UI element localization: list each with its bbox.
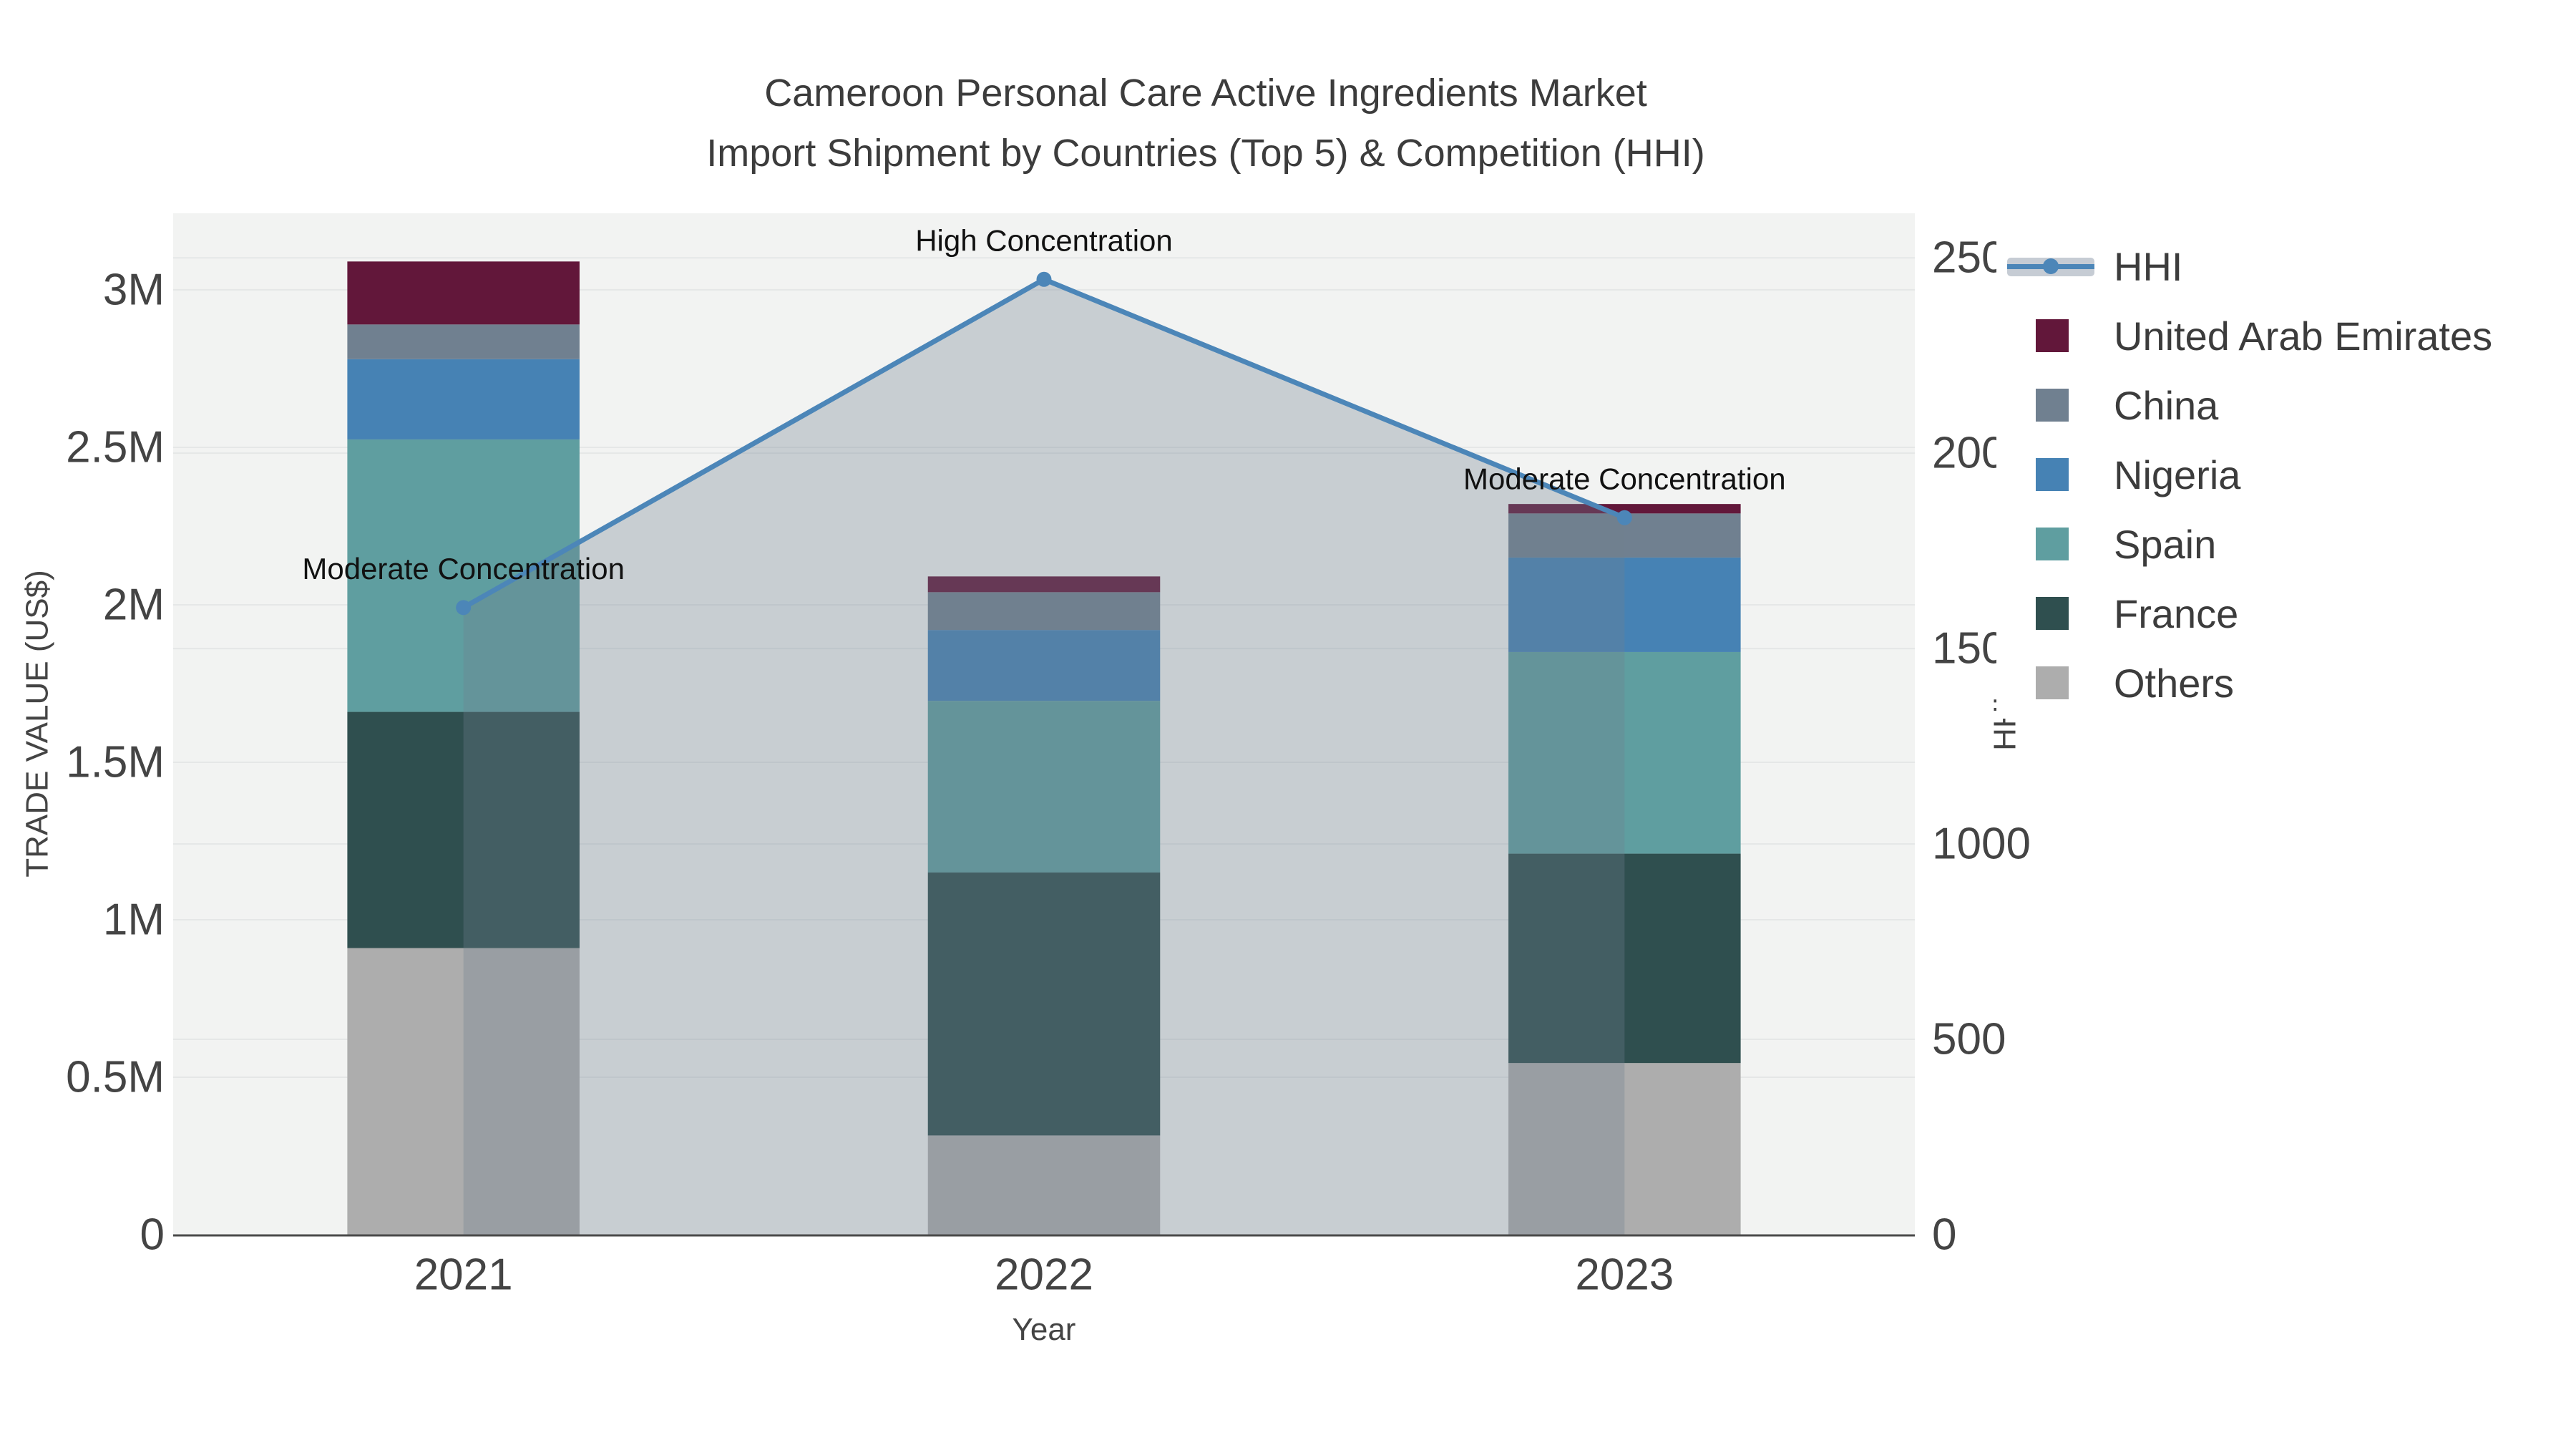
bar-segment-nigeria-2022[interactable] — [927, 630, 1161, 701]
y-left-tick-3M: 3M — [103, 265, 165, 314]
legend-item-hhi[interactable]: HHI — [1996, 232, 2555, 301]
y-right-tick-1000: 1000 — [1932, 820, 2031, 869]
y-left-tick-2M: 2M — [103, 580, 165, 629]
bar-segment-others-2023[interactable] — [1508, 1063, 1741, 1235]
y-left-tick-2.5M: 2.5M — [66, 422, 165, 472]
hhi-marker-swatch — [2043, 258, 2059, 274]
bar-segment-spain-2021[interactable] — [347, 439, 580, 712]
bar-segment-china-2021[interactable] — [347, 324, 580, 359]
chart-title: Cameroon Personal Care Active Ingredient… — [0, 63, 2411, 183]
legend-label: HHI — [2114, 244, 2183, 289]
bar-segment-united-arab-emirates-2022[interactable] — [927, 576, 1161, 593]
annotation-2023: Moderate Concentration — [1463, 462, 1786, 495]
bar-segment-france-2022[interactable] — [927, 872, 1161, 1136]
chart-title-line1: Cameroon Personal Care Active Ingredient… — [764, 72, 1647, 115]
swatch-united-arab-emirates — [2036, 319, 2069, 352]
bar-segment-france-2021[interactable] — [347, 711, 580, 948]
bar-segment-france-2023[interactable] — [1508, 853, 1741, 1064]
hhi-marker-2023[interactable] — [1616, 510, 1632, 525]
color-swatch-icon — [1996, 579, 2114, 648]
bar-segment-nigeria-2023[interactable] — [1508, 557, 1741, 652]
color-swatch-icon — [1996, 301, 2114, 371]
y-left-tick-0.5M: 0.5M — [66, 1052, 165, 1102]
legend-label: United Arab Emirates — [2114, 314, 2493, 359]
hhi-area-fill — [463, 279, 1625, 1235]
legend-item-china[interactable]: China — [1996, 371, 2555, 440]
bar-segment-spain-2022[interactable] — [927, 701, 1161, 873]
bar-segment-spain-2023[interactable] — [1508, 651, 1741, 854]
legend-label: Others — [2114, 661, 2235, 706]
legend-item-united-arab-emirates[interactable]: United Arab Emirates — [1996, 301, 2555, 371]
hhi-marker-2021[interactable] — [456, 600, 472, 616]
y-left-axis-title: TRADE VALUE (US$) — [20, 570, 55, 878]
bar-segment-nigeria-2021[interactable] — [347, 359, 580, 439]
y-left-tick-1.5M: 1.5M — [66, 737, 165, 787]
bar-segment-china-2022[interactable] — [927, 592, 1161, 631]
legend-item-spain[interactable]: Spain — [1996, 510, 2555, 579]
y-left-tick-1M: 1M — [103, 895, 165, 944]
legend-label: Spain — [2114, 522, 2217, 567]
swatch-others — [2036, 666, 2069, 699]
x-axis-title: Year — [1013, 1312, 1076, 1347]
swatch-france — [2036, 597, 2069, 630]
y-left-tick-0: 0 — [140, 1210, 165, 1260]
legend-item-others[interactable]: Others — [1996, 648, 2555, 718]
y-right-tick-500: 500 — [1932, 1015, 2006, 1064]
legend: HHI United Arab Emirates China Nigeria Spain… — [1996, 232, 2555, 719]
bar-segment-united-arab-emirates-2023[interactable] — [1508, 504, 1741, 514]
hhi-line-sample-icon — [1996, 232, 2114, 301]
y-right-tick-0: 0 — [1932, 1210, 1956, 1260]
color-swatch-icon — [1996, 510, 2114, 579]
swatch-nigeria — [2036, 458, 2069, 491]
legend-label: France — [2114, 591, 2239, 636]
legend-item-nigeria[interactable]: Nigeria — [1996, 440, 2555, 510]
x-tick-2023: 2023 — [1575, 1250, 1674, 1300]
swatch-china — [2036, 389, 2069, 422]
legend-label: Nigeria — [2114, 452, 2241, 497]
x-tick-2022: 2022 — [995, 1250, 1093, 1300]
color-swatch-icon — [1996, 371, 2114, 440]
bar-segment-others-2022[interactable] — [927, 1135, 1161, 1235]
annotation-2021: Moderate Concentration — [302, 552, 625, 585]
swatch-spain — [2036, 528, 2069, 560]
chart-title-line2: Import Shipment by Countries (Top 5) & C… — [706, 132, 1705, 175]
color-swatch-icon — [1996, 440, 2114, 510]
bar-segment-others-2021[interactable] — [347, 948, 580, 1235]
bar-segment-united-arab-emirates-2021[interactable] — [347, 261, 580, 325]
legend-label: China — [2114, 383, 2219, 428]
legend-item-france[interactable]: France — [1996, 579, 2555, 648]
x-tick-2021: 2021 — [414, 1250, 513, 1300]
annotation-2022: High Concentration — [915, 223, 1173, 257]
hhi-marker-2022[interactable] — [1036, 271, 1052, 287]
color-swatch-icon — [1996, 648, 2114, 718]
